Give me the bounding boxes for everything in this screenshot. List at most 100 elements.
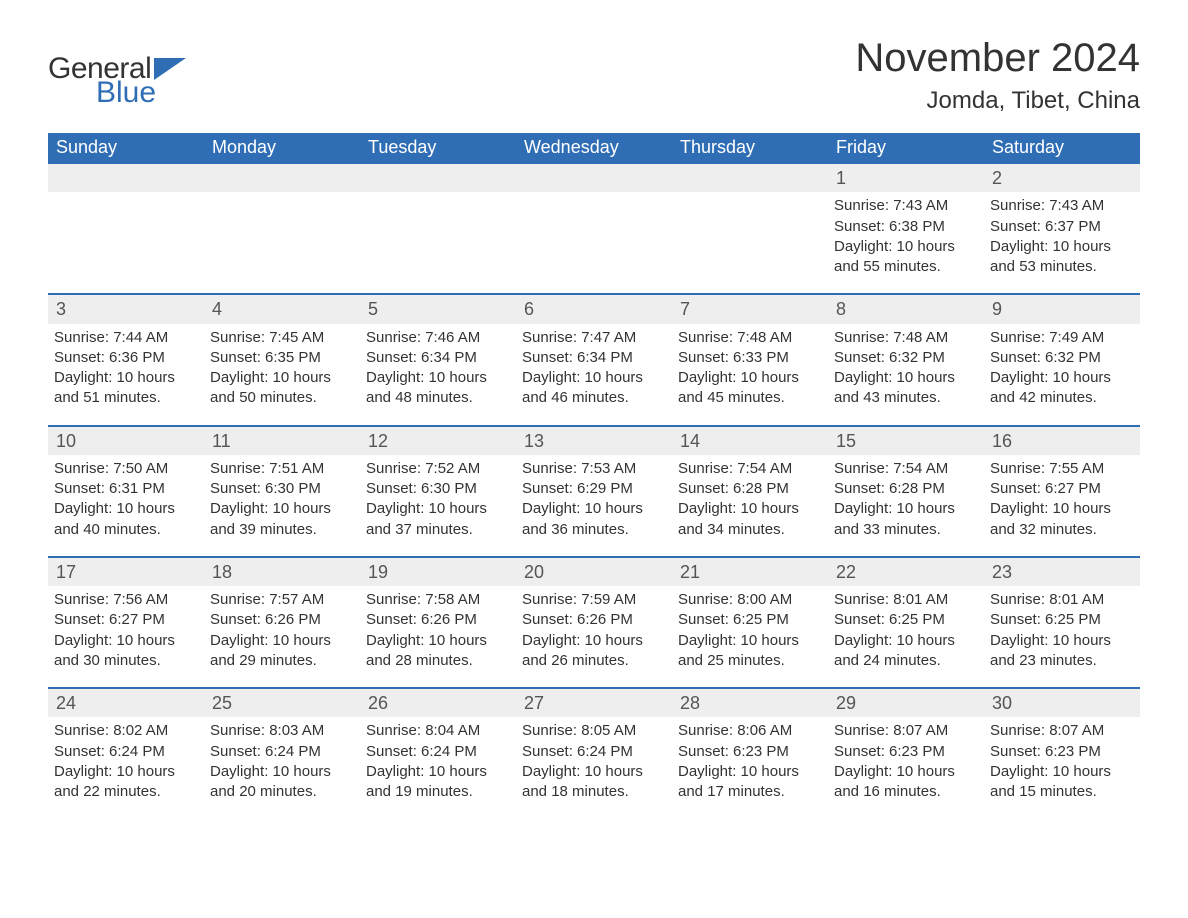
daylight-text: Daylight: 10 hours and 25 minutes. bbox=[678, 631, 822, 672]
sunrise-text: Sunrise: 7:47 AM bbox=[522, 328, 666, 348]
day-cell: 27Sunrise: 8:05 AMSunset: 6:24 PMDayligh… bbox=[516, 687, 672, 818]
daylight-text: Daylight: 10 hours and 40 minutes. bbox=[54, 499, 198, 540]
day-cell: 22Sunrise: 8:01 AMSunset: 6:25 PMDayligh… bbox=[828, 556, 984, 687]
day-number: 7 bbox=[672, 293, 828, 323]
empty-day-band bbox=[360, 164, 516, 192]
sunset-text: Sunset: 6:26 PM bbox=[366, 610, 510, 630]
sunrise-text: Sunrise: 7:43 AM bbox=[990, 196, 1134, 216]
sunrise-text: Sunrise: 7:59 AM bbox=[522, 590, 666, 610]
sunrise-text: Sunrise: 7:44 AM bbox=[54, 328, 198, 348]
week-row: 3Sunrise: 7:44 AMSunset: 6:36 PMDaylight… bbox=[48, 293, 1140, 424]
day-cell: 10Sunrise: 7:50 AMSunset: 6:31 PMDayligh… bbox=[48, 425, 204, 556]
sunrise-text: Sunrise: 8:01 AM bbox=[990, 590, 1134, 610]
sunset-text: Sunset: 6:26 PM bbox=[522, 610, 666, 630]
sunset-text: Sunset: 6:30 PM bbox=[210, 479, 354, 499]
week-row: 17Sunrise: 7:56 AMSunset: 6:27 PMDayligh… bbox=[48, 556, 1140, 687]
day-cell: 21Sunrise: 8:00 AMSunset: 6:25 PMDayligh… bbox=[672, 556, 828, 687]
sunset-text: Sunset: 6:23 PM bbox=[834, 742, 978, 762]
day-cell: 4Sunrise: 7:45 AMSunset: 6:35 PMDaylight… bbox=[204, 293, 360, 424]
day-number: 9 bbox=[984, 293, 1140, 323]
day-number: 4 bbox=[204, 293, 360, 323]
sunset-text: Sunset: 6:26 PM bbox=[210, 610, 354, 630]
day-cell: 11Sunrise: 7:51 AMSunset: 6:30 PMDayligh… bbox=[204, 425, 360, 556]
day-cell: 30Sunrise: 8:07 AMSunset: 6:23 PMDayligh… bbox=[984, 687, 1140, 818]
dow-header: Monday bbox=[204, 133, 360, 164]
week-row: 1Sunrise: 7:43 AMSunset: 6:38 PMDaylight… bbox=[48, 164, 1140, 293]
day-cell: 18Sunrise: 7:57 AMSunset: 6:26 PMDayligh… bbox=[204, 556, 360, 687]
day-number: 10 bbox=[48, 425, 204, 455]
day-number: 12 bbox=[360, 425, 516, 455]
sunrise-text: Sunrise: 8:05 AM bbox=[522, 721, 666, 741]
dow-header: Thursday bbox=[672, 133, 828, 164]
header: General Blue November 2024 Jomda, Tibet,… bbox=[48, 36, 1140, 115]
day-cell: 8Sunrise: 7:48 AMSunset: 6:32 PMDaylight… bbox=[828, 293, 984, 424]
dow-header: Wednesday bbox=[516, 133, 672, 164]
daylight-text: Daylight: 10 hours and 53 minutes. bbox=[990, 237, 1134, 278]
sunset-text: Sunset: 6:33 PM bbox=[678, 348, 822, 368]
day-number: 18 bbox=[204, 556, 360, 586]
day-number: 30 bbox=[984, 687, 1140, 717]
day-cell: 3Sunrise: 7:44 AMSunset: 6:36 PMDaylight… bbox=[48, 293, 204, 424]
sunrise-text: Sunrise: 8:06 AM bbox=[678, 721, 822, 741]
daylight-text: Daylight: 10 hours and 17 minutes. bbox=[678, 762, 822, 803]
sunset-text: Sunset: 6:27 PM bbox=[54, 610, 198, 630]
daylight-text: Daylight: 10 hours and 30 minutes. bbox=[54, 631, 198, 672]
day-number: 22 bbox=[828, 556, 984, 586]
sunset-text: Sunset: 6:37 PM bbox=[990, 217, 1134, 237]
day-number: 6 bbox=[516, 293, 672, 323]
sunset-text: Sunset: 6:35 PM bbox=[210, 348, 354, 368]
daylight-text: Daylight: 10 hours and 55 minutes. bbox=[834, 237, 978, 278]
empty-day-band bbox=[204, 164, 360, 192]
calendar-table: SundayMondayTuesdayWednesdayThursdayFrid… bbox=[48, 133, 1140, 818]
daylight-text: Daylight: 10 hours and 16 minutes. bbox=[834, 762, 978, 803]
sunrise-text: Sunrise: 8:07 AM bbox=[834, 721, 978, 741]
calendar-body: 1Sunrise: 7:43 AMSunset: 6:38 PMDaylight… bbox=[48, 164, 1140, 818]
week-row: 10Sunrise: 7:50 AMSunset: 6:31 PMDayligh… bbox=[48, 425, 1140, 556]
daylight-text: Daylight: 10 hours and 18 minutes. bbox=[522, 762, 666, 803]
empty-day-band bbox=[516, 164, 672, 192]
day-number: 29 bbox=[828, 687, 984, 717]
sunrise-text: Sunrise: 7:46 AM bbox=[366, 328, 510, 348]
sunset-text: Sunset: 6:24 PM bbox=[210, 742, 354, 762]
daylight-text: Daylight: 10 hours and 45 minutes. bbox=[678, 368, 822, 409]
day-number: 5 bbox=[360, 293, 516, 323]
sunset-text: Sunset: 6:25 PM bbox=[678, 610, 822, 630]
day-cell: 28Sunrise: 8:06 AMSunset: 6:23 PMDayligh… bbox=[672, 687, 828, 818]
daylight-text: Daylight: 10 hours and 43 minutes. bbox=[834, 368, 978, 409]
sunrise-text: Sunrise: 7:49 AM bbox=[990, 328, 1134, 348]
daylight-text: Daylight: 10 hours and 50 minutes. bbox=[210, 368, 354, 409]
title-block: November 2024 Jomda, Tibet, China bbox=[855, 36, 1140, 115]
day-cell bbox=[516, 164, 672, 293]
sunrise-text: Sunrise: 7:54 AM bbox=[834, 459, 978, 479]
daylight-text: Daylight: 10 hours and 32 minutes. bbox=[990, 499, 1134, 540]
sunrise-text: Sunrise: 7:50 AM bbox=[54, 459, 198, 479]
sunset-text: Sunset: 6:25 PM bbox=[834, 610, 978, 630]
daylight-text: Daylight: 10 hours and 28 minutes. bbox=[366, 631, 510, 672]
day-cell bbox=[672, 164, 828, 293]
logo: General Blue bbox=[48, 36, 186, 108]
sunset-text: Sunset: 6:28 PM bbox=[678, 479, 822, 499]
sunrise-text: Sunrise: 7:56 AM bbox=[54, 590, 198, 610]
empty-day-band bbox=[48, 164, 204, 192]
daylight-text: Daylight: 10 hours and 39 minutes. bbox=[210, 499, 354, 540]
sunset-text: Sunset: 6:38 PM bbox=[834, 217, 978, 237]
day-cell: 25Sunrise: 8:03 AMSunset: 6:24 PMDayligh… bbox=[204, 687, 360, 818]
sunrise-text: Sunrise: 7:57 AM bbox=[210, 590, 354, 610]
day-number: 17 bbox=[48, 556, 204, 586]
sunset-text: Sunset: 6:24 PM bbox=[366, 742, 510, 762]
day-number: 1 bbox=[828, 164, 984, 192]
sunset-text: Sunset: 6:36 PM bbox=[54, 348, 198, 368]
sunset-text: Sunset: 6:24 PM bbox=[522, 742, 666, 762]
daylight-text: Daylight: 10 hours and 36 minutes. bbox=[522, 499, 666, 540]
sunrise-text: Sunrise: 7:54 AM bbox=[678, 459, 822, 479]
daylight-text: Daylight: 10 hours and 20 minutes. bbox=[210, 762, 354, 803]
daylight-text: Daylight: 10 hours and 24 minutes. bbox=[834, 631, 978, 672]
daylight-text: Daylight: 10 hours and 48 minutes. bbox=[366, 368, 510, 409]
day-cell: 23Sunrise: 8:01 AMSunset: 6:25 PMDayligh… bbox=[984, 556, 1140, 687]
day-cell: 26Sunrise: 8:04 AMSunset: 6:24 PMDayligh… bbox=[360, 687, 516, 818]
day-number: 19 bbox=[360, 556, 516, 586]
sunrise-text: Sunrise: 7:48 AM bbox=[834, 328, 978, 348]
sunrise-text: Sunrise: 7:55 AM bbox=[990, 459, 1134, 479]
day-number: 2 bbox=[984, 164, 1140, 192]
daylight-text: Daylight: 10 hours and 23 minutes. bbox=[990, 631, 1134, 672]
